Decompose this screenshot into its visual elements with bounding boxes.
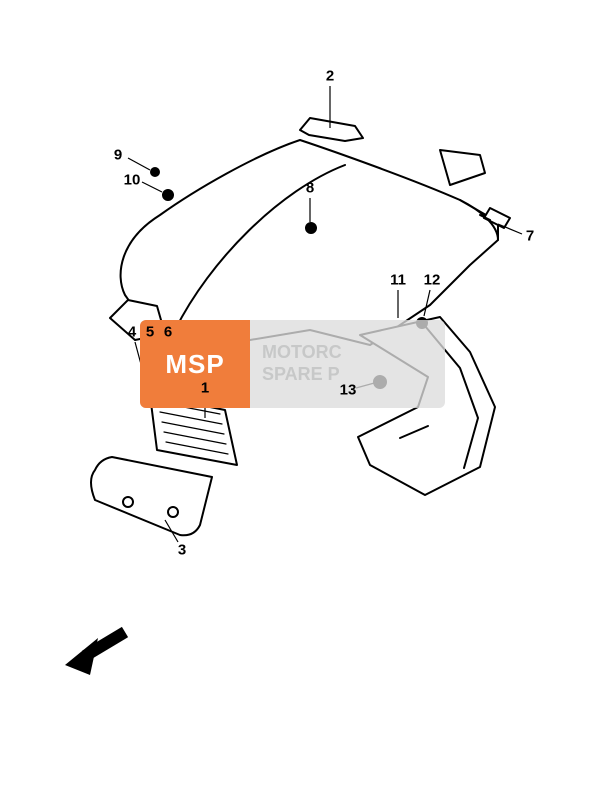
callout-12: 12 xyxy=(424,272,441,289)
callout-10: 10 xyxy=(124,172,141,189)
callout-9: 9 xyxy=(114,147,122,164)
callout-1: 1 xyxy=(201,380,209,397)
callout-3: 3 xyxy=(178,542,186,559)
watermark-label: MOTORC SPARE P xyxy=(250,342,342,385)
callout-5: 5 xyxy=(146,324,154,341)
callout-2: 2 xyxy=(326,68,334,85)
callout-4: 4 xyxy=(128,324,136,341)
diagram-stage: MSP MOTORC SPARE P 29108711124561313 xyxy=(0,0,600,787)
callout-7: 7 xyxy=(526,228,534,245)
callout-8: 8 xyxy=(306,180,314,197)
watermark-line1: MOTORC xyxy=(262,342,342,364)
watermark-line2: SPARE P xyxy=(262,364,342,386)
callout-6: 6 xyxy=(164,324,172,341)
watermark: MSP MOTORC SPARE P xyxy=(140,320,445,408)
callout-13: 13 xyxy=(340,382,357,399)
watermark-badge-text: MSP xyxy=(165,349,224,380)
watermark-badge: MSP xyxy=(140,320,250,408)
callout-11: 11 xyxy=(390,272,406,289)
